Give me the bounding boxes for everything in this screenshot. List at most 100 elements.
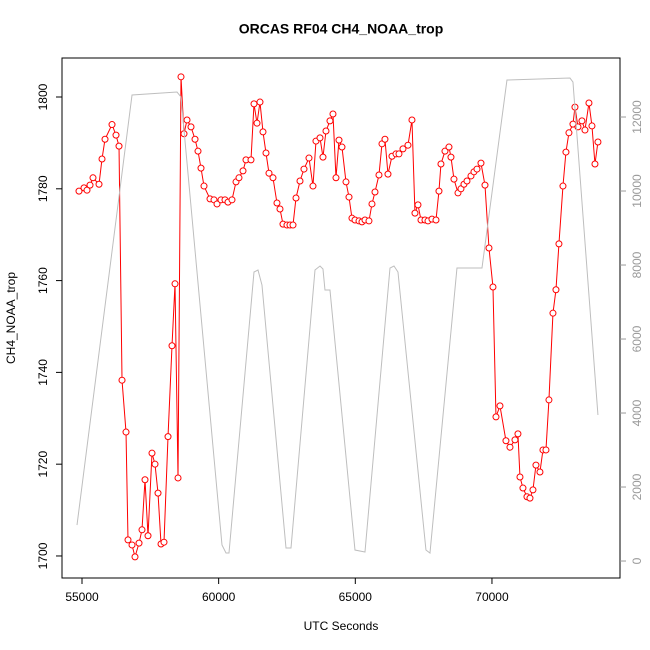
x-tick-label: 60000	[202, 590, 236, 604]
y2-tick-label: 2000	[630, 473, 644, 500]
data-point	[365, 217, 373, 225]
data-point	[124, 536, 132, 544]
data-point	[329, 110, 337, 118]
series-line	[78, 76, 599, 559]
data-point	[562, 148, 570, 156]
data-point	[289, 221, 297, 229]
data-point	[135, 539, 143, 547]
data-point	[591, 160, 599, 168]
data-point	[276, 205, 284, 213]
x-tick-label: 55000	[65, 590, 99, 604]
data-point	[164, 433, 172, 441]
data-point	[445, 143, 453, 151]
data-point	[542, 446, 550, 454]
data-point	[296, 177, 304, 185]
data-point	[138, 526, 146, 534]
data-point	[502, 437, 510, 445]
data-point	[463, 177, 471, 185]
data-point	[197, 164, 205, 172]
data-point	[506, 443, 514, 451]
y2-tick-label: 12000	[630, 100, 644, 134]
x-tick-label: 70000	[475, 590, 509, 604]
data-point	[108, 121, 116, 129]
data-point	[194, 147, 202, 155]
data-point	[326, 117, 334, 125]
data-point	[473, 165, 481, 173]
data-point	[368, 200, 376, 208]
y-tick-label: 1740	[36, 359, 50, 386]
data-point	[408, 116, 416, 124]
data-point	[384, 170, 392, 178]
data-point	[191, 135, 199, 143]
data-point	[151, 460, 159, 468]
y2-tick-label: 6000	[630, 325, 644, 352]
y2-tick-label: 10000	[630, 174, 644, 208]
y2-tick-label: 0	[630, 557, 644, 564]
data-point	[578, 117, 586, 125]
y-tick-label: 1800	[36, 83, 50, 110]
data-point	[332, 174, 340, 182]
y2-tick-label: 8000	[630, 251, 644, 278]
data-point	[441, 147, 449, 155]
data-point	[265, 169, 273, 177]
data-point	[342, 178, 350, 186]
data-point	[489, 283, 497, 291]
data-point	[269, 174, 277, 182]
data-point	[292, 194, 300, 202]
data-point	[555, 240, 563, 248]
data-point	[450, 175, 458, 183]
data-point	[187, 123, 195, 131]
y-tick-label: 1720	[36, 451, 50, 478]
data-point	[526, 494, 534, 502]
data-point	[552, 286, 560, 294]
data-point	[128, 541, 136, 549]
data-point	[305, 154, 313, 162]
y-tick-label: 1700	[36, 542, 50, 569]
data-point	[594, 138, 602, 146]
data-point	[86, 181, 94, 189]
data-point	[435, 187, 443, 195]
data-point	[447, 153, 455, 161]
data-point	[177, 73, 185, 81]
data-point	[485, 244, 493, 252]
data-point	[89, 174, 97, 182]
data-point	[319, 153, 327, 161]
chart-title: ORCAS RF04 CH4_NOAA_trop	[239, 21, 444, 37]
data-point	[95, 180, 103, 188]
data-point	[316, 134, 324, 142]
data-point	[585, 99, 593, 107]
data-point	[529, 486, 537, 494]
data-point	[118, 376, 126, 384]
data-point	[375, 171, 383, 179]
data-point	[300, 165, 308, 173]
data-point	[559, 182, 567, 190]
data-point	[122, 428, 130, 436]
data-point	[83, 186, 91, 194]
data-point	[399, 145, 407, 153]
data-point	[511, 436, 519, 444]
data-point	[250, 100, 258, 108]
data-point	[581, 126, 589, 134]
y-tick-label: 1780	[36, 175, 50, 202]
data-point	[519, 484, 527, 492]
data-point	[112, 131, 120, 139]
data-point	[492, 413, 500, 421]
data-point	[432, 216, 440, 224]
x-tick-label: 65000	[339, 590, 373, 604]
data-point	[154, 489, 162, 497]
data-point	[477, 159, 485, 167]
data-point	[171, 280, 179, 288]
series-line	[76, 77, 599, 554]
data-point	[565, 129, 573, 137]
data-point	[516, 473, 524, 481]
data-point	[335, 136, 343, 144]
data-point	[160, 538, 168, 546]
data-point	[496, 402, 504, 410]
data-point	[549, 309, 557, 317]
data-point	[174, 474, 182, 482]
data-point	[404, 141, 412, 149]
y-axis-label: CH4_NOAA_trop	[4, 272, 18, 364]
data-point	[514, 430, 522, 438]
data-point	[345, 193, 353, 201]
